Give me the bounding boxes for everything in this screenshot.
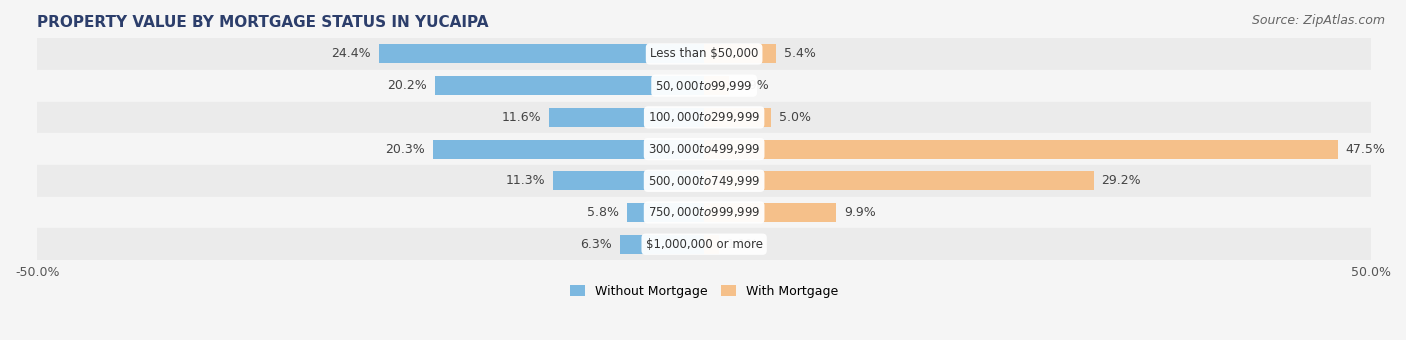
Bar: [704, 108, 770, 127]
Text: 5.0%: 5.0%: [779, 111, 811, 124]
Bar: [37, 102, 1371, 133]
Text: 47.5%: 47.5%: [1346, 142, 1385, 156]
Text: 11.3%: 11.3%: [506, 174, 546, 187]
Text: $300,000 to $499,999: $300,000 to $499,999: [648, 142, 761, 156]
Text: $100,000 to $299,999: $100,000 to $299,999: [648, 110, 761, 124]
Text: $1,000,000 or more: $1,000,000 or more: [645, 238, 762, 251]
Bar: [434, 76, 704, 95]
Bar: [704, 76, 730, 95]
Bar: [704, 203, 837, 222]
Bar: [627, 203, 704, 222]
Bar: [433, 140, 704, 158]
Bar: [37, 165, 1371, 197]
Bar: [704, 171, 1094, 190]
Text: Less than $50,000: Less than $50,000: [650, 48, 758, 61]
Text: PROPERTY VALUE BY MORTGAGE STATUS IN YUCAIPA: PROPERTY VALUE BY MORTGAGE STATUS IN YUC…: [37, 15, 489, 30]
Bar: [704, 45, 776, 64]
Text: Source: ZipAtlas.com: Source: ZipAtlas.com: [1251, 14, 1385, 27]
Text: 5.4%: 5.4%: [785, 48, 815, 61]
Bar: [704, 140, 1337, 158]
Text: 1.9%: 1.9%: [738, 79, 769, 92]
Bar: [37, 70, 1371, 102]
Bar: [37, 38, 1371, 70]
Bar: [37, 197, 1371, 228]
Bar: [37, 133, 1371, 165]
Bar: [550, 108, 704, 127]
Text: 1.1%: 1.1%: [727, 238, 759, 251]
Text: 29.2%: 29.2%: [1101, 174, 1142, 187]
Text: 5.8%: 5.8%: [586, 206, 619, 219]
Text: 9.9%: 9.9%: [844, 206, 876, 219]
Text: $500,000 to $749,999: $500,000 to $749,999: [648, 174, 761, 188]
Text: 20.3%: 20.3%: [385, 142, 426, 156]
Text: $750,000 to $999,999: $750,000 to $999,999: [648, 205, 761, 220]
Bar: [37, 228, 1371, 260]
Bar: [704, 235, 718, 254]
Bar: [620, 235, 704, 254]
Text: 6.3%: 6.3%: [581, 238, 612, 251]
Text: $50,000 to $99,999: $50,000 to $99,999: [655, 79, 752, 93]
Legend: Without Mortgage, With Mortgage: Without Mortgage, With Mortgage: [565, 279, 842, 303]
Text: 20.2%: 20.2%: [387, 79, 426, 92]
Bar: [378, 45, 704, 64]
Text: 24.4%: 24.4%: [330, 48, 371, 61]
Bar: [554, 171, 704, 190]
Text: 11.6%: 11.6%: [502, 111, 541, 124]
